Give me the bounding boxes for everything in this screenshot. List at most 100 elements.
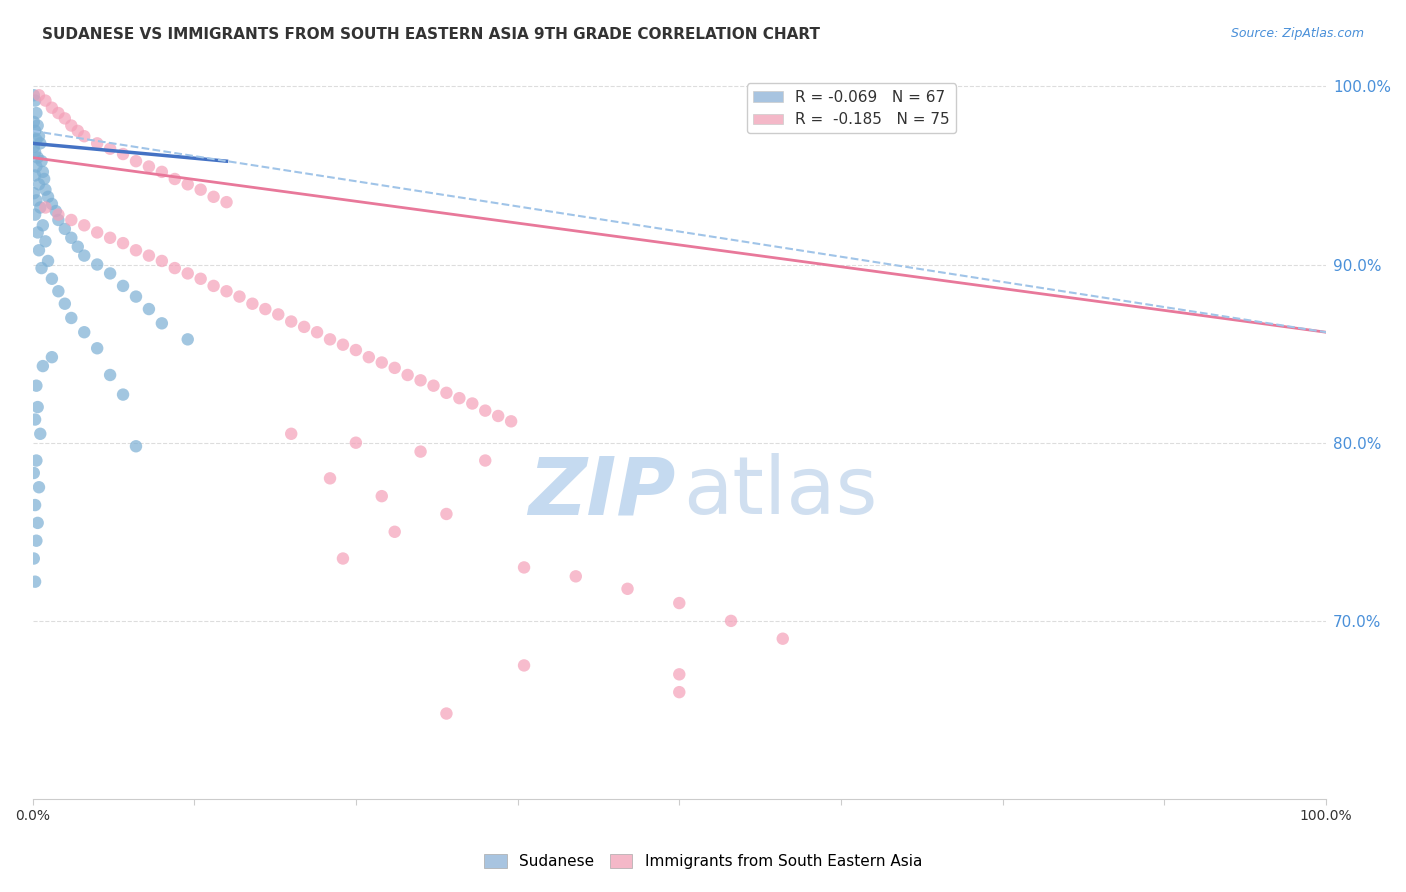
Point (60, 213, 83, 227)
Point (45, 204, 67, 219)
Point (513, 560, 536, 574)
Text: Source: ZipAtlas.com: Source: ZipAtlas.com (1230, 27, 1364, 40)
Point (190, 272, 212, 286)
Point (371, 355, 394, 369)
Point (34, 183, 56, 197)
Point (28, 178, 51, 192)
Point (190, 183, 212, 197)
Point (60, 310, 83, 325)
Point (668, 685, 690, 699)
Point (112, 279, 135, 293)
Point (215, 195, 238, 210)
Point (24, 412, 46, 426)
Point (486, 409, 509, 423)
Point (177, 332, 200, 346)
Point (98, 267, 121, 281)
Point (25, 160, 48, 174)
Point (30, 201, 52, 215)
Point (668, 596, 690, 610)
Point (436, 706, 458, 721)
Point (344, 435, 367, 450)
Point (138, 160, 160, 174)
Point (409, 373, 432, 387)
Point (292, 319, 315, 334)
Point (48, 213, 70, 227)
Point (22, 466, 45, 480)
Point (30, 426, 52, 441)
Point (66, 124, 89, 138)
Point (25, 106, 48, 120)
Point (24, 94, 46, 108)
Text: SUDANESE VS IMMIGRANTS FROM SOUTH EASTERN ASIA 9TH GRADE CORRELATION CHART: SUDANESE VS IMMIGRANTS FROM SOUTH EASTER… (42, 27, 820, 42)
Point (86, 226, 108, 240)
Point (24, 145, 46, 160)
Point (73, 219, 96, 233)
Point (449, 391, 471, 405)
Point (371, 489, 394, 503)
Text: atlas: atlas (683, 453, 877, 532)
Point (25, 453, 48, 467)
Point (73, 325, 96, 339)
Point (31, 219, 53, 233)
Point (332, 337, 354, 351)
Point (332, 551, 354, 566)
Point (24, 498, 46, 512)
Point (422, 378, 444, 392)
Point (202, 279, 225, 293)
Point (24, 574, 46, 589)
Point (34, 235, 56, 249)
Point (215, 285, 238, 299)
Point (41, 101, 63, 115)
Point (513, 658, 536, 673)
Point (25, 133, 48, 147)
Point (31, 261, 53, 276)
Point (25, 194, 48, 208)
Point (27, 400, 49, 414)
Point (344, 343, 367, 357)
Point (280, 426, 302, 441)
Point (41, 350, 63, 364)
Point (86, 258, 108, 272)
Point (27, 151, 49, 165)
Point (73, 129, 96, 144)
Point (53, 222, 76, 236)
Point (48, 208, 70, 222)
Point (357, 350, 380, 364)
Point (22, 88, 45, 103)
Point (66, 240, 89, 254)
Point (474, 403, 496, 417)
Point (22, 186, 45, 201)
Point (73, 249, 96, 263)
Legend: Sudanese, Immigrants from South Eastern Asia: Sudanese, Immigrants from South Eastern … (478, 848, 928, 875)
Point (86, 136, 108, 151)
Point (28, 244, 51, 258)
Point (565, 569, 588, 583)
Point (25, 378, 48, 392)
Point (53, 296, 76, 310)
Point (31, 359, 53, 373)
Point (37, 190, 59, 204)
Point (30, 136, 52, 151)
Point (461, 396, 484, 410)
Point (307, 325, 329, 339)
Point (501, 414, 523, 428)
Point (41, 197, 63, 211)
Point (28, 129, 51, 144)
Point (228, 290, 250, 304)
Point (98, 142, 121, 156)
Point (53, 112, 76, 126)
Point (24, 124, 46, 138)
Point (32, 172, 55, 186)
Point (138, 249, 160, 263)
Point (60, 231, 83, 245)
Point (254, 301, 277, 316)
Point (28, 480, 51, 494)
Point (319, 332, 342, 346)
Point (474, 453, 496, 467)
Point (396, 368, 419, 382)
Point (720, 614, 742, 628)
Point (436, 385, 458, 400)
Point (112, 387, 135, 401)
Point (37, 254, 59, 268)
Point (112, 236, 135, 251)
